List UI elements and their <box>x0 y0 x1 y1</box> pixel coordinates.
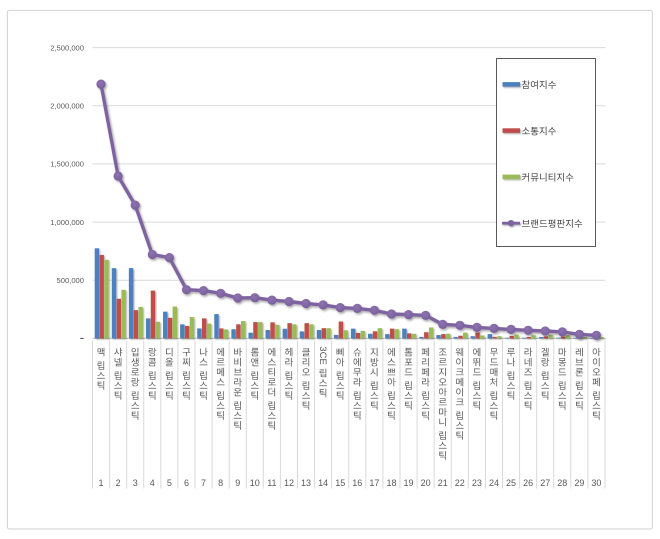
svg-text:1,000,000: 1,000,000 <box>50 218 84 227</box>
svg-text:2: 2 <box>116 478 121 488</box>
svg-text:16: 16 <box>352 478 362 488</box>
svg-text:21: 21 <box>438 478 448 488</box>
svg-text:13: 13 <box>301 478 311 488</box>
svg-text:15: 15 <box>335 478 345 488</box>
svg-text:28: 28 <box>557 478 567 488</box>
svg-text:25: 25 <box>506 478 516 488</box>
svg-text:4: 4 <box>150 478 155 488</box>
svg-text:29: 29 <box>574 478 584 488</box>
svg-text:30: 30 <box>591 478 601 488</box>
svg-text:17: 17 <box>369 478 379 488</box>
svg-text:1,500,000: 1,500,000 <box>50 160 84 169</box>
svg-text:2,000,000: 2,000,000 <box>50 102 84 111</box>
svg-text:500,000: 500,000 <box>57 276 84 285</box>
svg-text:26: 26 <box>523 478 533 488</box>
svg-text:19: 19 <box>403 478 413 488</box>
svg-text:2,500,000: 2,500,000 <box>50 43 84 52</box>
svg-text:22: 22 <box>455 478 465 488</box>
svg-text:5: 5 <box>167 478 172 488</box>
svg-text:24: 24 <box>489 478 499 488</box>
svg-text:7: 7 <box>201 478 206 488</box>
svg-text:1: 1 <box>98 478 103 488</box>
svg-text:8: 8 <box>218 478 223 488</box>
svg-text:23: 23 <box>472 478 482 488</box>
svg-text:12: 12 <box>284 478 294 488</box>
svg-text:18: 18 <box>386 478 396 488</box>
svg-text:27: 27 <box>540 478 550 488</box>
svg-text:10: 10 <box>250 478 260 488</box>
svg-text:6: 6 <box>184 478 189 488</box>
svg-text:14: 14 <box>318 478 328 488</box>
svg-text:20: 20 <box>421 478 431 488</box>
svg-text:11: 11 <box>267 478 276 488</box>
svg-text:3CE: 3CE <box>317 346 328 364</box>
svg-text:9: 9 <box>235 478 240 488</box>
svg-text:3: 3 <box>133 478 138 488</box>
